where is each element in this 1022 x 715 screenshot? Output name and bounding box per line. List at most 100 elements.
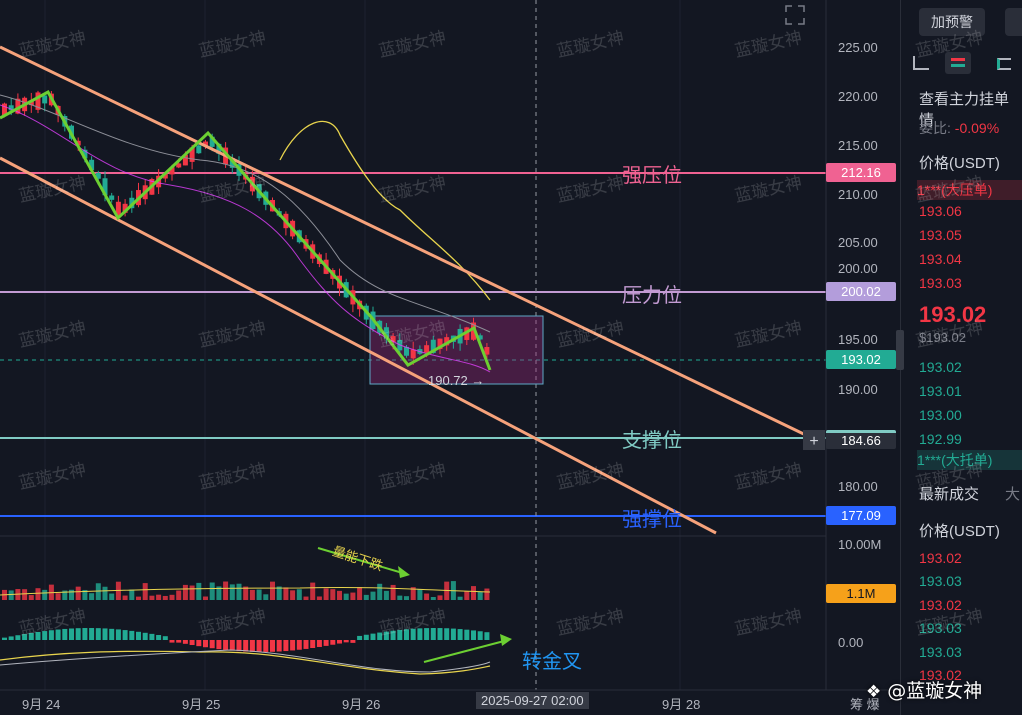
volume-bar: [303, 596, 309, 600]
macd-bar: [22, 634, 28, 640]
macd-bar: [417, 628, 423, 640]
candle: [109, 195, 115, 200]
order-book-view-icon[interactable]: [945, 52, 971, 74]
macd-bar: [249, 640, 255, 652]
price-tick: 225.00: [838, 40, 878, 55]
volume-bar: [424, 593, 430, 600]
macd-bar: [182, 640, 188, 644]
volume-bars: [2, 581, 490, 600]
fullscreen-icon[interactable]: [785, 5, 805, 25]
footer-brand: ❖ @蓝璇女神: [866, 680, 983, 702]
macd-bar: [62, 628, 68, 640]
strong-support-label: 强撑位: [622, 507, 682, 531]
volume-bar: [457, 596, 463, 600]
macd-bar: [176, 640, 182, 643]
strong-resistance-price-tag: 212.16: [826, 163, 896, 182]
macd-histogram: [2, 628, 490, 652]
macd-bar: [263, 640, 269, 652]
price-tick: 180.00: [838, 479, 878, 494]
zigzag-pattern[interactable]: [0, 89, 492, 371]
candle: [189, 147, 195, 162]
candle: [28, 100, 34, 106]
ask-row[interactable]: 193.05: [919, 227, 962, 243]
volume-bar: [75, 586, 81, 600]
macd-bar: [383, 631, 389, 640]
macd-bar: [8, 636, 14, 640]
candlestick-chart[interactable]: +: [0, 0, 900, 715]
bid-row[interactable]: 193.00: [919, 407, 962, 423]
volume-bar: [471, 586, 476, 600]
candle: [15, 98, 21, 114]
macd-bar: [457, 629, 463, 640]
volume-ma-line: [0, 586, 491, 596]
resistance-price-tag: 200.02: [826, 282, 896, 301]
volume-bar: [8, 590, 14, 600]
macd-bar: [316, 640, 322, 647]
big-sell-order: 1***(大压单): [917, 180, 1022, 200]
price-tick: 220.00: [838, 89, 878, 104]
volume-bar: [430, 596, 436, 600]
ask-row[interactable]: 193.06: [919, 203, 962, 219]
add-alert-button[interactable]: 加预警: [919, 8, 985, 36]
volume-bar: [223, 581, 229, 600]
candle: [8, 105, 14, 111]
macd-bar: [236, 640, 242, 652]
volume-bar: [397, 595, 403, 600]
macd-bar: [69, 628, 74, 640]
macd-bar: [82, 628, 88, 640]
bid-row[interactable]: 192.99: [919, 431, 962, 447]
macd-bar: [256, 640, 262, 652]
volume-bar: [290, 590, 296, 600]
volume-bar: [169, 594, 175, 600]
macd-bar: [296, 640, 302, 650]
macd-bar: [129, 630, 135, 640]
candle: [203, 141, 208, 147]
channel-upper-line[interactable]: [0, 45, 813, 440]
crosshair-plus[interactable]: [803, 430, 825, 450]
macd-bar: [477, 631, 483, 640]
macd-bar: [156, 635, 162, 640]
more-button[interactable]: [1005, 8, 1022, 36]
trade-row: 193.03: [919, 573, 962, 589]
ask-row[interactable]: 193.03: [919, 275, 962, 291]
volume-bar: [310, 582, 316, 600]
macd-line: [0, 650, 491, 675]
macd-bar: [310, 640, 316, 648]
candle: [89, 159, 95, 171]
trade-row: 193.03: [919, 644, 962, 660]
candle: [75, 140, 81, 146]
crosshair-time-label: 2025-09-27 02:00: [476, 692, 589, 709]
bid-row[interactable]: 193.01: [919, 383, 962, 399]
order-book-title[interactable]: 查看主力挂单情: [919, 91, 1010, 129]
price-column-header: 价格(USDT): [919, 155, 1000, 172]
macd-bar: [162, 636, 168, 640]
candle: [82, 149, 88, 159]
volume-bar: [196, 582, 202, 600]
tab-large-trades[interactable]: 大: [1005, 486, 1021, 503]
panel-collapse-handle[interactable]: [896, 330, 904, 370]
macd-bar: [15, 635, 21, 640]
volume-bar: [229, 584, 235, 600]
candle: [430, 339, 436, 353]
macd-bar: [35, 631, 41, 640]
volume-bar: [236, 583, 242, 600]
macd-bar: [303, 640, 309, 649]
volume-bar: [156, 594, 162, 600]
channel-lower-line[interactable]: [0, 156, 717, 535]
candle: [471, 322, 476, 340]
candle: [484, 347, 490, 355]
macd-bar: [390, 630, 396, 640]
ask-row[interactable]: 193.04: [919, 251, 962, 267]
strong-resistance-label: 强压位: [622, 163, 682, 187]
list-view-icon[interactable]: [997, 58, 1011, 70]
candle: [410, 349, 416, 359]
volume-bar: [209, 582, 215, 600]
bid-row[interactable]: 193.02: [919, 359, 962, 375]
macd-bar: [142, 632, 148, 640]
volume-bar: [263, 594, 269, 600]
macd-bar: [471, 630, 476, 640]
macd-bar: [109, 628, 115, 640]
macd-bar: [95, 628, 101, 640]
layout-icon[interactable]: [913, 56, 929, 70]
tab-latest-trades[interactable]: 最新成交: [919, 486, 980, 503]
